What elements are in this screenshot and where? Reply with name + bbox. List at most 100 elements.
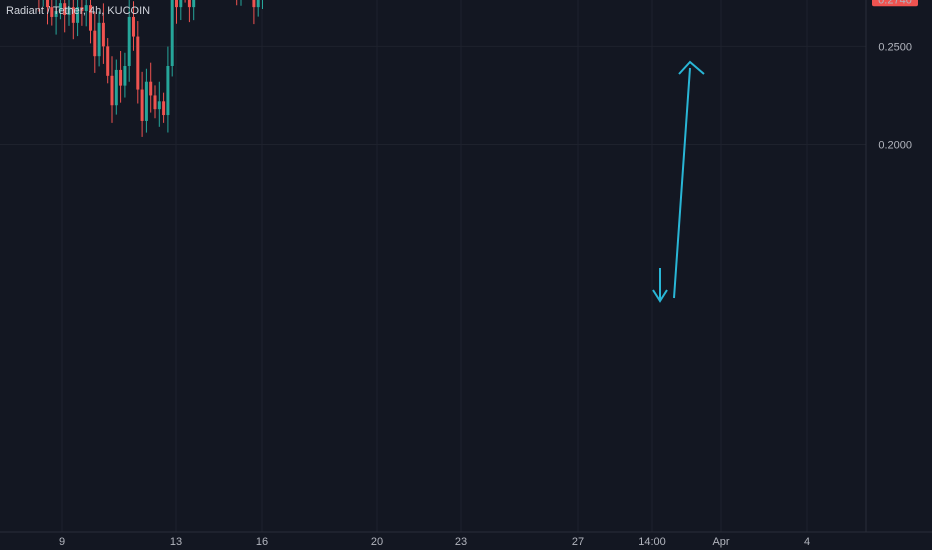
candle[interactable] [140,71,144,137]
candle-body [153,95,157,110]
chart-title: Radiant / Tether, 4h, KUCOIN [6,5,151,17]
candle[interactable] [93,12,97,73]
price-tags: 0.65140.53960.47360.44950.39280.37340.35… [872,0,918,6]
candle-body [110,75,114,106]
candle-body [170,0,174,66]
candle[interactable] [179,0,183,21]
candle[interactable] [80,0,84,26]
candle[interactable] [162,92,166,123]
candle-body [136,36,140,90]
candle-body [123,66,127,86]
candle-body [166,66,170,116]
candle[interactable] [136,21,140,104]
candle[interactable] [114,59,118,115]
candle-body [114,69,118,106]
candle[interactable] [89,0,92,44]
candle-body [71,7,75,23]
candle-body [97,22,101,57]
candle[interactable] [71,0,75,40]
projection-arrows [652,60,705,303]
candle-body [192,0,196,8]
x-tick-label: 20 [371,536,383,548]
price-tag-bg [872,0,918,7]
y-tick-label: 0.2000 [878,140,912,152]
candle[interactable] [37,0,40,12]
candle-body [58,3,62,12]
time-scale: 9 13 16 20 23 27 14:00 Apr 4 [59,536,810,548]
candle-body [93,30,97,57]
candle[interactable] [127,0,131,82]
price-scale: 0.70000.65000.60000.55000.50000.45000.40… [878,41,912,152]
candle-body [162,101,166,116]
candle[interactable] [101,3,105,64]
candle[interactable] [132,1,135,51]
candle-body [179,0,183,8]
candle[interactable] [192,0,196,21]
price-tag-label: 0.2740 [878,0,912,6]
price-tag: 0.2740 [872,0,918,6]
candle[interactable] [63,0,67,33]
candle-body [76,7,80,23]
candle-body [84,5,88,12]
y-tick-label: 0.2500 [878,41,912,53]
candle-body [46,0,49,8]
candle-body [50,7,54,17]
x-tick-label: 14:00 [638,536,666,548]
candle-body [127,16,131,66]
candle[interactable] [46,0,49,25]
candle-body [54,11,58,17]
candle[interactable] [252,0,256,25]
candle[interactable] [54,0,58,35]
candle[interactable] [106,38,110,84]
candle[interactable] [119,51,123,103]
candle[interactable] [58,0,62,20]
candle[interactable] [166,46,170,133]
x-tick-label: 9 [59,536,65,548]
candle-body [106,46,110,76]
candle-body [132,16,135,37]
x-tick-label: 23 [455,536,467,548]
candle-body [252,0,256,8]
price-axis[interactable] [866,0,932,532]
candle-body [119,69,123,86]
candle[interactable] [149,62,153,113]
candle-body [140,89,144,121]
candle[interactable] [50,0,54,26]
candle-body [89,5,92,31]
grid [0,0,866,532]
candle[interactable] [123,52,127,98]
x-tick-label: Apr [712,536,729,548]
candle[interactable] [110,56,114,123]
candle[interactable] [175,0,178,24]
candle-body [67,7,71,15]
candle[interactable] [157,81,161,127]
candle-body [80,7,84,12]
candle-body [256,0,260,8]
candle[interactable] [256,0,260,17]
candle-body [149,81,153,96]
time-axis[interactable] [0,532,866,550]
up-arrow-icon [673,60,705,299]
candle-body [157,101,161,110]
x-tick-label: 27 [572,536,584,548]
x-tick-label: 16 [256,536,268,548]
candle[interactable] [153,85,157,119]
candle-body [187,0,191,8]
candle[interactable] [97,11,101,67]
candle-body [144,81,148,121]
candle[interactable] [187,0,191,23]
candle[interactable] [144,68,148,133]
candle[interactable] [76,0,80,37]
x-tick-label: 4 [804,536,810,548]
candlesticks[interactable] [3,0,737,137]
x-tick-label: 13 [170,536,182,548]
candle-body [101,22,105,47]
candle[interactable] [42,0,45,7]
candle[interactable] [84,0,88,27]
candle[interactable] [67,0,71,26]
candle-body [175,0,178,8]
down-arrow-icon [652,268,668,303]
candle[interactable] [170,0,174,77]
